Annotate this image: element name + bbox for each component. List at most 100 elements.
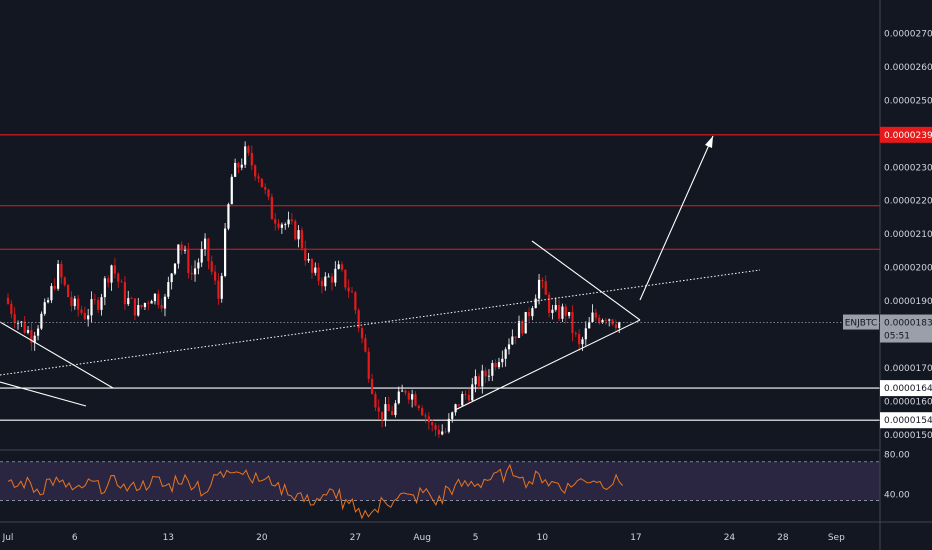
trendline-left-1[interactable] (0, 321, 114, 389)
rsi-axis: 80.00 40.00 (884, 451, 910, 501)
candle-body (187, 250, 190, 273)
candle-body (521, 321, 524, 334)
candle-body (357, 310, 360, 329)
candle-body (497, 362, 501, 368)
candle-body (374, 393, 377, 408)
candle-body (467, 394, 471, 401)
candle-body (270, 196, 273, 220)
candle-body (73, 298, 76, 307)
candle-body (23, 321, 26, 333)
candle-body (387, 404, 390, 412)
candle-body (310, 258, 314, 273)
time-tick-label: 10 (537, 533, 549, 543)
candle-body (347, 287, 350, 292)
candle-body (90, 299, 93, 316)
candle-body (183, 250, 187, 251)
trendline-left-2[interactable] (0, 381, 87, 407)
candle-body (367, 351, 370, 379)
candlesticks (6, 141, 621, 439)
candle-body (614, 324, 617, 328)
candle-body (217, 280, 220, 299)
candle-body (244, 146, 247, 165)
candle-body (297, 230, 300, 240)
candle-body (391, 411, 394, 416)
candle-body (43, 302, 46, 314)
candle-body (30, 330, 33, 343)
candle-body (36, 328, 40, 336)
candle-body (274, 219, 277, 224)
candle-body (264, 187, 267, 190)
candle-body (501, 358, 504, 363)
candle-body (477, 376, 481, 387)
candle-body (464, 394, 467, 395)
candle-body (294, 220, 297, 240)
candle-body (514, 336, 517, 338)
candle-body (267, 189, 270, 197)
candle-body (377, 407, 380, 412)
last-price-label: 0.00001836 (884, 319, 932, 329)
candle-body (591, 312, 594, 322)
candle-body (578, 333, 581, 345)
candle-body (107, 278, 110, 283)
candle-body (157, 293, 160, 305)
rsi-lower-label: 40.00 (884, 491, 910, 501)
countdown-label: 05:51 (884, 332, 910, 342)
candle-body (113, 265, 116, 274)
triangle-lower-line[interactable] (454, 319, 641, 411)
candle-body (337, 264, 340, 269)
time-tick-label: 6 (72, 533, 78, 543)
time-tick-label: Sep (828, 533, 845, 543)
candle-body (123, 282, 126, 305)
candle-body (177, 244, 180, 264)
candle-body (314, 267, 317, 273)
candle-body (537, 279, 541, 299)
triangle-upper-line[interactable] (531, 240, 641, 321)
candle-body (451, 412, 454, 419)
candle-body (487, 375, 491, 377)
candle-body (541, 279, 544, 282)
candle-body (527, 312, 531, 317)
time-axis[interactable]: Jul 6 13 20 27 Aug 5 10 17 24 28 Sep (2, 533, 846, 543)
rsi-band (0, 461, 880, 501)
candle-body (574, 332, 577, 334)
candle-body (350, 291, 354, 293)
candle-body (397, 391, 400, 404)
time-tick-label: Jul (2, 533, 14, 543)
candle-body (234, 163, 237, 177)
candle-body (454, 404, 457, 413)
time-tick-label: 24 (724, 533, 736, 543)
candle-body (50, 286, 53, 301)
candle-body (327, 276, 330, 278)
price-level-label-bg (880, 126, 932, 143)
candle-body (153, 293, 157, 302)
time-tick-label: Aug (413, 533, 431, 543)
breakout-arrow[interactable] (639, 135, 714, 301)
candle-body (434, 425, 437, 430)
candle-body (87, 315, 90, 320)
candle-body (457, 404, 460, 406)
candle-body (200, 248, 203, 263)
candle-body (53, 286, 56, 289)
time-tick-label: 20 (256, 533, 268, 543)
candle-body (237, 163, 240, 168)
candle-body (213, 271, 217, 281)
candle-body (441, 431, 444, 435)
candle-body (558, 305, 561, 319)
candle-body (517, 321, 521, 338)
candle-body (330, 276, 334, 283)
candle-body (277, 223, 280, 228)
candle-body (160, 304, 163, 309)
candle-body (103, 278, 106, 298)
candle-body (147, 303, 150, 304)
candle-body (384, 404, 387, 421)
candle-body (227, 204, 230, 229)
candle-body (10, 303, 13, 315)
